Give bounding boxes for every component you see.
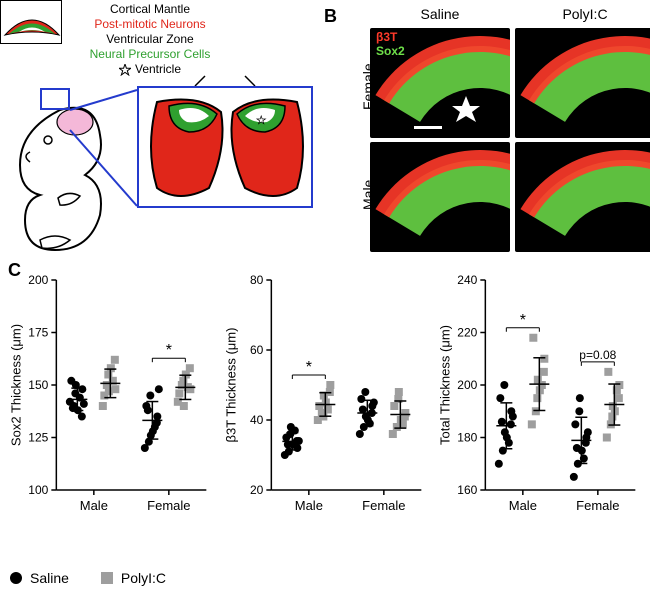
svg-text:180: 180	[458, 431, 478, 445]
svg-text:240: 240	[458, 273, 478, 287]
chart-b3t: 20 40 60 80 β3T Thickness (μm) Male * Female	[221, 268, 430, 536]
legend-saline: Saline	[30, 570, 69, 586]
cortex-cross-section	[0, 0, 62, 44]
chart-total: 160 180 200 220 240 Total Thickness (μm) Male *…	[435, 268, 644, 536]
svg-text:200: 200	[458, 378, 478, 392]
svg-text:Male: Male	[80, 498, 108, 513]
svg-text:Male: Male	[509, 498, 537, 513]
svg-text:β3T Thickness (μm): β3T Thickness (μm)	[223, 328, 238, 443]
panel-c: 100 125 150 175 200 Sox2 Thickness (μm) Male Fe…	[0, 262, 650, 562]
cortex-male-saline	[370, 142, 510, 252]
panel-b: Saline PolyI:C Female Male β3T Sox2	[330, 0, 650, 260]
col-saline: Saline	[370, 6, 510, 22]
swatch-saline-icon	[10, 572, 22, 584]
marker-b3t: β3T	[376, 30, 397, 44]
embryo-drawing	[0, 90, 150, 260]
coronal-section	[137, 86, 313, 208]
svg-text:Total Thickness (μm): Total Thickness (μm)	[438, 325, 453, 445]
panel-a: Cortical Mantle Post-mitotic Neurons Ven…	[0, 0, 320, 260]
svg-text:p=0.08: p=0.08	[580, 348, 617, 362]
col-polyic: PolyI:C	[515, 6, 650, 22]
svg-text:220: 220	[458, 326, 478, 340]
legend-postmitotic: Post-mitotic Neurons	[60, 17, 240, 32]
svg-text:100: 100	[28, 483, 48, 497]
svg-text:200: 200	[28, 273, 48, 287]
svg-text:Sox2 Thickness (μm): Sox2 Thickness (μm)	[8, 324, 23, 446]
star-icon	[119, 64, 131, 76]
cortex-male-polyic	[515, 142, 650, 252]
svg-text:175: 175	[28, 326, 48, 340]
panel-a-legend: Cortical Mantle Post-mitotic Neurons Ven…	[60, 2, 240, 80]
legend-poly: PolyI:C	[121, 570, 166, 586]
legend-ventricle-text: Ventricle	[135, 62, 181, 77]
legend-vz: Ventricular Zone	[60, 32, 240, 47]
svg-text:160: 160	[458, 483, 478, 497]
legend-cortical: Cortical Mantle	[60, 2, 240, 17]
legend-ventricle: Ventricle	[119, 62, 181, 77]
svg-text:60: 60	[250, 343, 264, 357]
legend-bottom: Saline PolyI:C	[10, 570, 166, 586]
zoom-source-box	[40, 88, 70, 110]
svg-text:Male: Male	[294, 498, 322, 513]
svg-text:Female: Female	[362, 498, 405, 513]
svg-text:40: 40	[250, 413, 264, 427]
swatch-poly-icon	[101, 572, 113, 584]
svg-text:150: 150	[28, 378, 48, 392]
svg-text:Female: Female	[577, 498, 620, 513]
cortex-female-polyic	[515, 28, 650, 138]
svg-text:80: 80	[250, 273, 264, 287]
svg-text:20: 20	[250, 483, 264, 497]
svg-text:*: *	[520, 312, 526, 329]
marker-sox2: Sox2	[376, 44, 405, 58]
legend-npc: Neural Precursor Cells	[60, 47, 240, 62]
svg-text:Female: Female	[147, 498, 190, 513]
svg-text:125: 125	[28, 431, 48, 445]
chart-sox2: 100 125 150 175 200 Sox2 Thickness (μm) Male Fe…	[6, 268, 215, 536]
svg-text:*: *	[166, 342, 172, 359]
svg-text:*: *	[305, 359, 311, 376]
